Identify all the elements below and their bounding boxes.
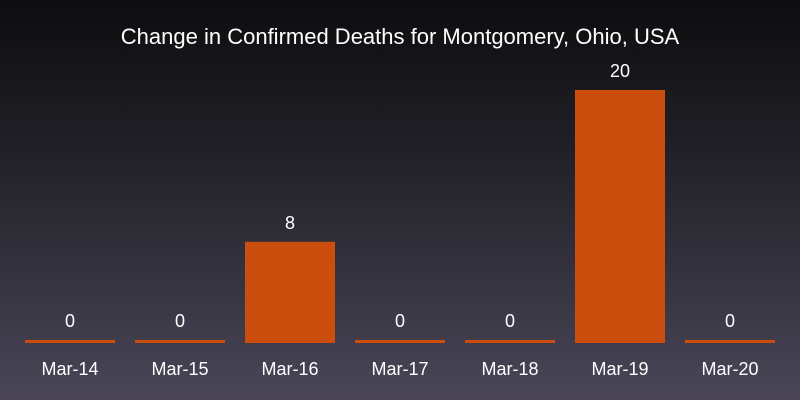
bars-layer — [25, 90, 775, 343]
data-label-mar-15: 0 — [175, 311, 185, 331]
value-labels-layer: 0 0 8 0 0 20 0 — [65, 61, 735, 331]
chart-title: Change in Confirmed Deaths for Montgomer… — [121, 24, 680, 49]
data-label-mar-16: 8 — [285, 213, 295, 233]
bar-mar-20 — [685, 340, 775, 343]
x-tick-label-mar-20: Mar-20 — [701, 359, 758, 379]
bar-mar-15 — [135, 340, 225, 343]
data-label-mar-14: 0 — [65, 311, 75, 331]
bar-mar-14 — [25, 340, 115, 343]
data-label-mar-18: 0 — [505, 311, 515, 331]
bar-mar-16 — [245, 241, 335, 343]
x-tick-label-mar-19: Mar-19 — [591, 359, 648, 379]
bar-mar-19 — [575, 90, 665, 343]
data-label-mar-20: 0 — [725, 311, 735, 331]
data-label-mar-17: 0 — [395, 311, 405, 331]
data-label-mar-19: 20 — [610, 61, 630, 81]
bar-mar-18 — [465, 340, 555, 343]
x-tick-label-mar-18: Mar-18 — [481, 359, 538, 379]
x-axis-tick-labels: Mar-14 Mar-15 Mar-16 Mar-17 Mar-18 Mar-19 Mar-… — [41, 359, 758, 379]
x-tick-label-mar-15: Mar-15 — [151, 359, 208, 379]
x-tick-label-mar-14: Mar-14 — [41, 359, 98, 379]
x-tick-label-mar-16: Mar-16 — [261, 359, 318, 379]
x-tick-label-mar-17: Mar-17 — [371, 359, 428, 379]
bar-mar-17 — [355, 340, 445, 343]
